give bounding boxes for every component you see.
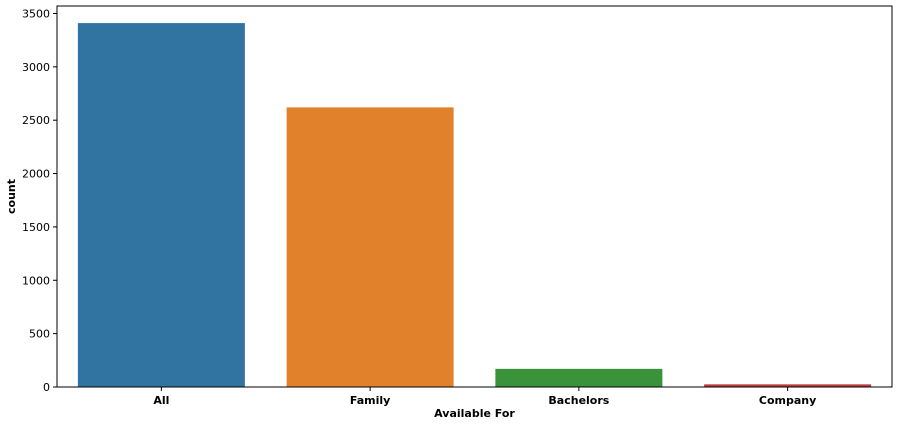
bars	[77, 23, 872, 388]
x-tick-label: Bachelors	[548, 394, 609, 407]
bar-all	[77, 23, 245, 388]
x-axis-ticks: All Family Bachelors Company	[153, 387, 816, 407]
bar-bachelors	[495, 368, 663, 387]
y-tick-label: 500	[29, 328, 50, 341]
bar-family	[286, 107, 454, 388]
y-tick-label: 3500	[22, 7, 50, 20]
y-tick-label: 1000	[22, 274, 50, 287]
plot-frame	[56, 5, 893, 388]
y-axis-ticks: 0 500 1000 1500 2000 2500 3000 3500	[22, 7, 57, 394]
y-tick-label: 3000	[22, 61, 50, 74]
y-tick-label: 2500	[22, 114, 50, 127]
y-tick-label: 2000	[22, 168, 50, 181]
x-tick-label: All	[153, 394, 169, 407]
x-tick-label: Company	[759, 394, 816, 407]
y-tick-label: 0	[43, 381, 50, 394]
x-axis-label: Available For	[434, 407, 515, 420]
x-tick-label: Family	[350, 394, 390, 407]
y-tick-label: 1500	[22, 221, 50, 234]
y-axis-label: count	[5, 179, 18, 214]
bar-company	[704, 384, 872, 387]
